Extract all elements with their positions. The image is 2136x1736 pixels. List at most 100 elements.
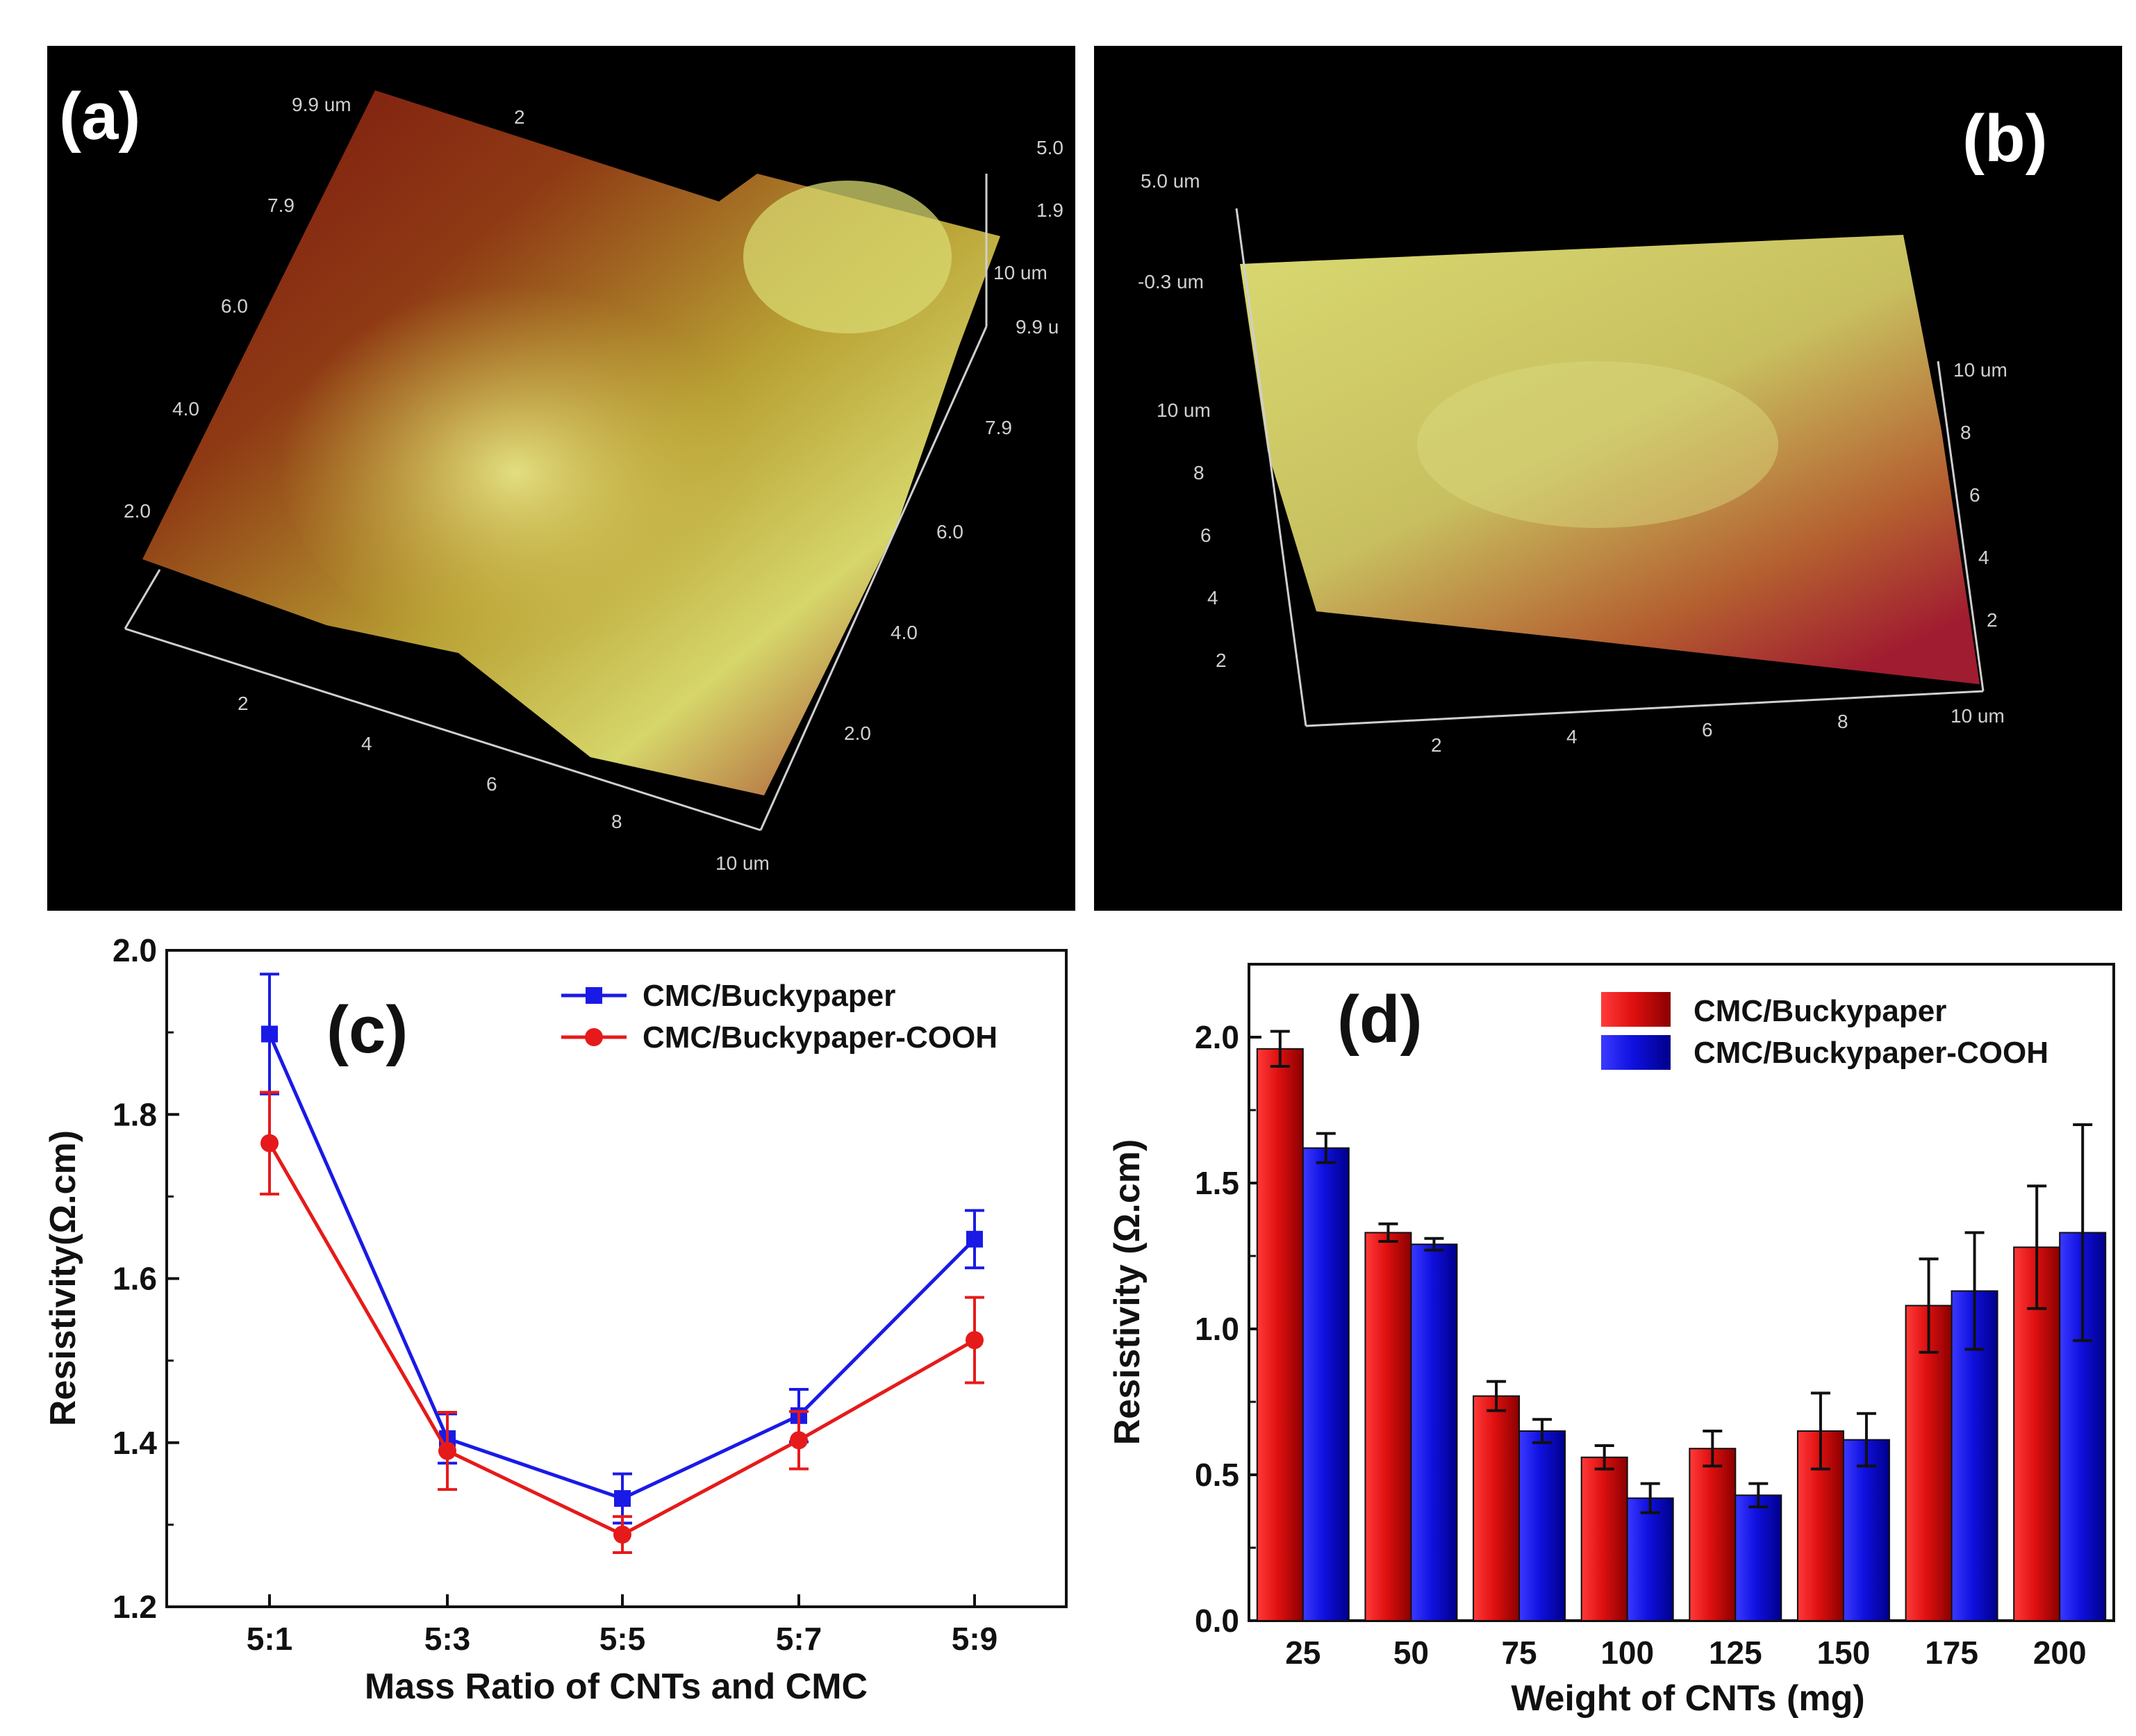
bar	[1580, 1456, 1628, 1622]
panel-a: (a) 9.9 um 2 7.9 6.0 4.0 2.0 5.0 1.9 10 …	[47, 46, 1075, 911]
afm-scale-label: -0.3 um	[1138, 271, 1204, 292]
panel-a-label: (a)	[59, 79, 140, 154]
bar	[1842, 1439, 1890, 1622]
afm-highlight-a	[278, 243, 806, 660]
chart-c: 1.2 1.4 1.6 1.8 2.0 5:1 5:3 5:5 5:7 5:9 (c) Mass…	[43, 932, 1068, 1707]
afm-scale-label: 4	[1978, 547, 1989, 568]
data-point	[260, 1134, 279, 1152]
legend-label-series-2: CMC/Buckypaper-COOH	[1694, 1036, 2048, 1070]
afm-scale-label: 7.9	[267, 195, 295, 216]
chart-d-frame	[1248, 963, 2115, 1622]
afm-axes-b	[1235, 208, 1985, 727]
chart-d: 0.0 0.5 1.0 1.5 2.0 25 50 75 100 125 150 175 200 (d…	[1107, 963, 2115, 1719]
bar	[1410, 1243, 1458, 1621]
afm-scale-label: 8	[1837, 711, 1848, 732]
afm-highlight-b	[1417, 361, 1778, 528]
data-point	[966, 1331, 984, 1350]
panel-b-label: (b)	[1962, 101, 2048, 176]
afm-scale-label: 2.0	[844, 722, 871, 744]
chart-d-x-axis-title: Weight of CNTs (mg)	[1511, 1678, 1864, 1719]
series-line	[267, 1033, 976, 1501]
afm-scale-labels-b: 5.0 um -0.3 um 10 um 8 6 4 2 10 um 8 6 4…	[1138, 170, 2007, 756]
y-tick-label: 1.6	[113, 1261, 157, 1297]
x-tick-label: 125	[1709, 1635, 1762, 1671]
bar	[1473, 1395, 1521, 1621]
legend-label-series-1: CMC/Buckypaper	[643, 979, 895, 1013]
panel-b: (b) 5.0 um -0.3 um 10 um 8 6 4 2 10 um 8…	[1094, 46, 2122, 911]
bar	[1689, 1448, 1737, 1621]
afm-scale-label: 8	[1193, 462, 1204, 483]
bar	[1626, 1497, 1674, 1622]
chart-c-legend: CMC/Buckypaper CMC/Buckypaper-COOH	[561, 979, 997, 1055]
y-tick-label: 0.5	[1195, 1457, 1239, 1493]
legend-swatch-red	[1601, 992, 1671, 1027]
data-point	[790, 1431, 808, 1450]
chart-d-legend: CMC/Buckypaper CMC/Buckypaper-COOH	[1601, 992, 2048, 1070]
afm-scale-label: 6	[1702, 719, 1713, 741]
x-tick-label: 5:1	[247, 1621, 292, 1657]
afm-scale-label: 2.0	[124, 500, 151, 522]
y-tick-label: 1.0	[1195, 1311, 1239, 1347]
afm-scale-label: 2	[1987, 609, 1998, 631]
x-tick-label: 175	[1925, 1635, 1978, 1671]
y-tick-label: 0.0	[1195, 1603, 1239, 1639]
data-point	[613, 1526, 631, 1544]
afm-scale-label: 10 um	[1157, 399, 1211, 421]
afm-scale-label: 2	[1216, 650, 1227, 671]
afm-scale-label: 4	[361, 733, 372, 754]
x-tick-label: 5:9	[952, 1621, 997, 1657]
afm-scale-label: 8	[1960, 422, 1971, 443]
afm-scale-label: 7.9	[985, 417, 1012, 438]
afm-scale-label: 10 um	[1953, 359, 2007, 381]
afm-scale-label: 1.9	[1036, 199, 1063, 221]
legend-swatch-blue	[1601, 1035, 1671, 1070]
afm-scale-label: 6	[1200, 524, 1211, 546]
afm-scale-labels-a: 9.9 um 2 7.9 6.0 4.0 2.0 5.0 1.9 10 um 9…	[124, 94, 1063, 874]
x-tick-label: 5:7	[776, 1621, 822, 1657]
chart-d-y-axis: 0.0 0.5 1.0 1.5 2.0	[1195, 1019, 1261, 1639]
afm-peak-a	[743, 181, 952, 333]
y-tick-label: 1.2	[113, 1589, 157, 1625]
y-tick-label: 1.4	[113, 1425, 157, 1461]
chart-c-x-axis-title: Mass Ratio of CNTs and CMC	[365, 1667, 868, 1707]
afm-scale-label: 4.0	[172, 398, 199, 420]
data-point	[438, 1441, 456, 1460]
x-tick-label: 200	[2033, 1635, 2087, 1671]
afm-scale-label: 4.0	[891, 622, 918, 643]
afm-scale-label: 10 um	[1951, 705, 2005, 727]
chart-d-y-axis-title: Resistivity (Ω.cm)	[1107, 1139, 1148, 1446]
legend-label-series-1: CMC/Buckypaper	[1694, 994, 1946, 1028]
data-point	[966, 1230, 983, 1248]
chart-c-y-axis-title: Resistivity(Ω.cm)	[43, 1130, 83, 1426]
y-tick-label: 2.0	[113, 932, 157, 968]
afm-scale-label: 4	[1207, 587, 1218, 609]
afm-scale-label: 6.0	[221, 295, 248, 317]
bar	[1518, 1430, 1566, 1621]
afm-scale-label: 9.9 um	[292, 94, 351, 115]
x-tick-label: 100	[1600, 1635, 1654, 1671]
bar	[1735, 1494, 1782, 1621]
bar	[1905, 1305, 1953, 1622]
x-tick-label: 5:5	[599, 1621, 645, 1657]
y-tick-label: 1.5	[1195, 1165, 1239, 1201]
chart-d-panel-label: (d)	[1337, 982, 1423, 1057]
legend-label-series-2: CMC/Buckypaper-COOH	[643, 1020, 997, 1055]
legend-marker-square	[586, 987, 602, 1004]
afm-scale-label: 10 um	[993, 262, 1048, 283]
afm-scale-label: 8	[611, 811, 622, 832]
y-tick-label: 2.0	[1195, 1019, 1239, 1055]
legend-marker-circle	[585, 1028, 603, 1046]
x-tick-label: 75	[1501, 1635, 1537, 1671]
x-tick-label: 25	[1285, 1635, 1320, 1671]
y-tick-label: 1.8	[113, 1096, 157, 1132]
x-tick-label: 50	[1393, 1635, 1429, 1671]
x-tick-label: 5:3	[424, 1621, 470, 1657]
x-tick-label: 150	[1817, 1635, 1871, 1671]
chart-c-panel-label: (c)	[326, 993, 408, 1067]
afm-scale-label: 5.0 um	[1141, 170, 1200, 192]
data-point	[614, 1490, 631, 1507]
afm-scale-label: 2	[1431, 734, 1442, 756]
afm-scale-label: 2	[238, 693, 249, 714]
afm-scale-label: 4	[1566, 726, 1578, 747]
